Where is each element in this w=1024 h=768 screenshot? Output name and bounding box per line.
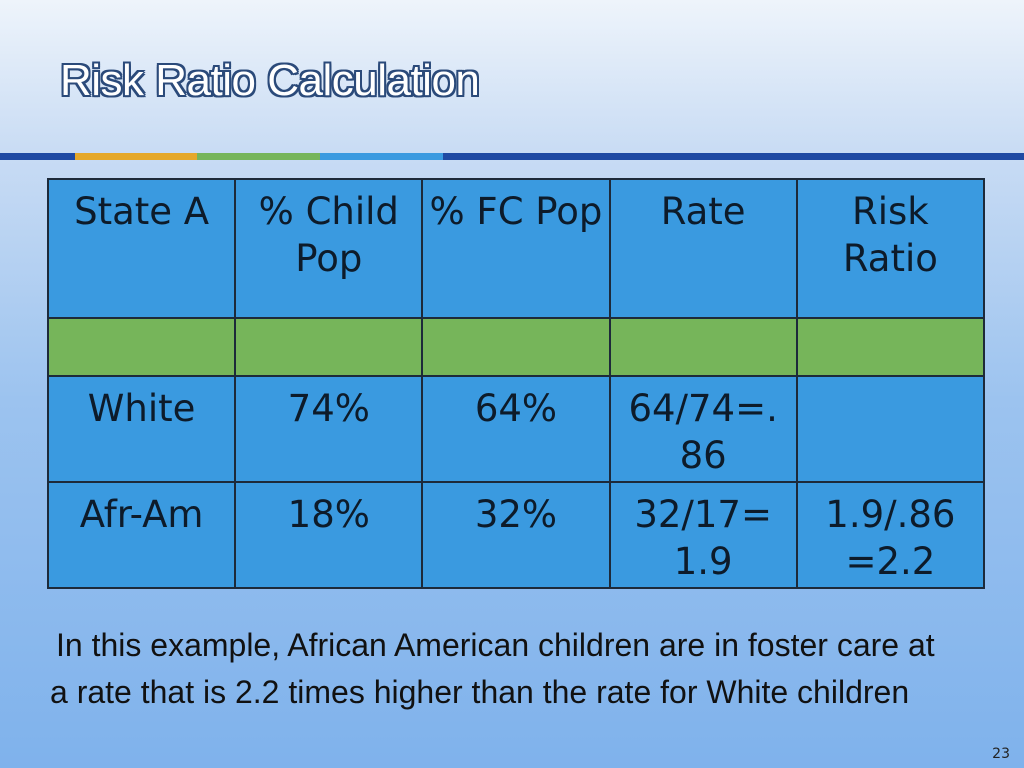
band-blue — [320, 153, 443, 160]
cell — [421, 317, 611, 377]
table-cell: 1.9/.86 =2.2 — [795, 481, 986, 589]
table-cell: 64% — [421, 375, 611, 483]
header-cell: % FC Pop — [421, 178, 611, 319]
header-row: State A% Child Pop% FC Pop Rate Risk Ratio — [46, 178, 986, 319]
table-cell: 64/74=. 86 — [608, 375, 798, 483]
slide-title: Risk Ratio Calculation — [60, 56, 480, 105]
cell — [608, 317, 798, 377]
cell — [234, 317, 424, 377]
header-cell: % Child Pop — [234, 178, 424, 319]
table-cell: 32% — [421, 481, 611, 589]
body-text: In this example, African American childr… — [50, 627, 935, 710]
spacer-row — [46, 317, 986, 377]
header-cell: State A — [46, 178, 237, 319]
cell — [46, 317, 237, 377]
accent-band — [0, 153, 1024, 160]
data-table: State A% Child Pop% FC Pop Rate Risk Ratio… — [46, 178, 986, 589]
header-cell: Risk Ratio — [795, 178, 986, 319]
band-green — [197, 153, 320, 160]
table-cell: White — [46, 375, 237, 483]
table-row: Afr-Am 18% 32% 32/17= 1.9 1.9/.86 =2.2 — [46, 481, 986, 589]
table-row: White 74% 64% 64/74=. 86 — [46, 375, 986, 483]
page-number: 23 — [992, 746, 1010, 762]
band-orange — [75, 153, 197, 160]
table-cell — [795, 375, 986, 483]
table-cell: Afr-Am — [46, 481, 237, 589]
table-cell: 74% — [234, 375, 424, 483]
header-cell: Rate — [608, 178, 798, 319]
cell — [795, 317, 986, 377]
table-cell: 18% — [234, 481, 424, 589]
table-cell: 32/17= 1.9 — [608, 481, 798, 589]
